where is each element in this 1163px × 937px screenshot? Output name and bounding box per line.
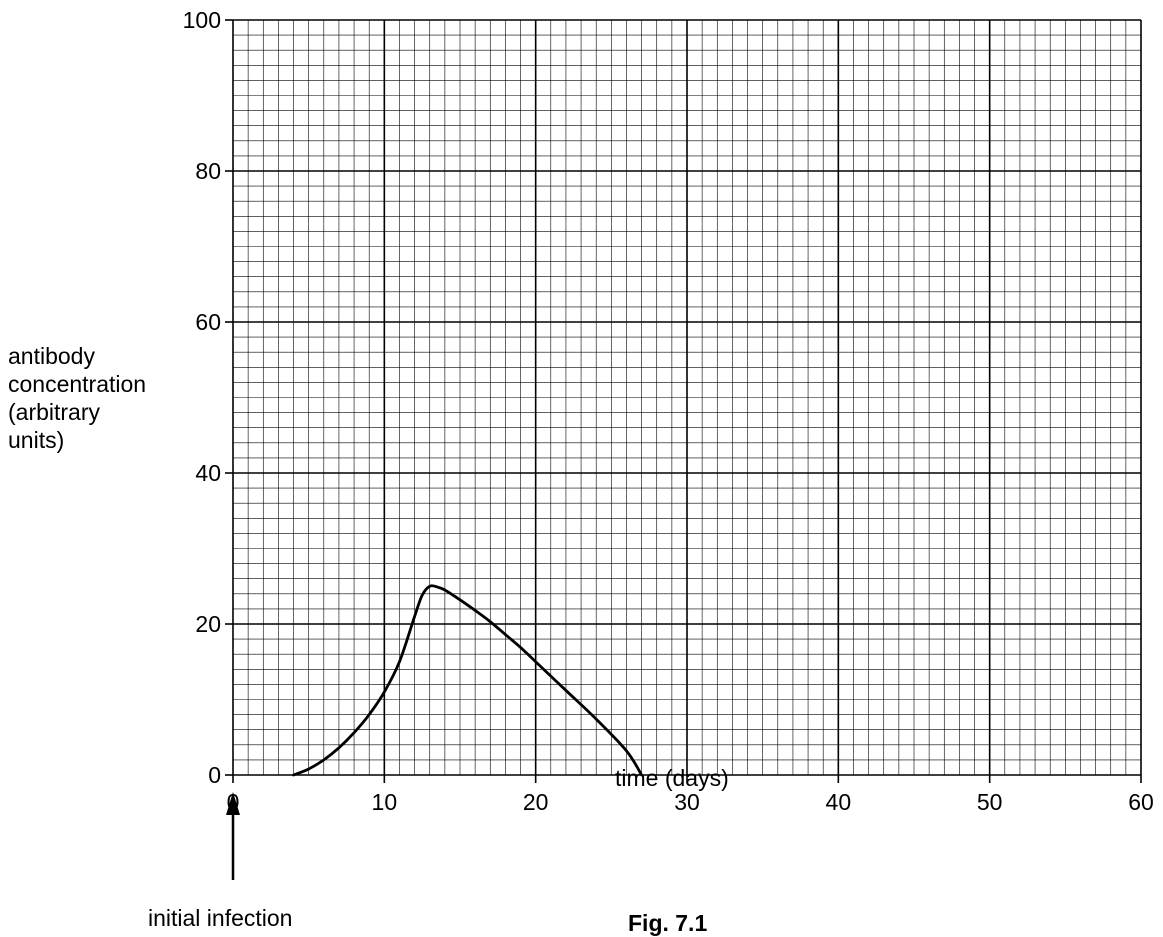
axis-tick-labels: 0102030405060020406080100 [183, 7, 1154, 815]
annotation-arrow-head [226, 792, 240, 815]
x-tick-label: 50 [977, 789, 1003, 815]
x-tick-label: 20 [523, 789, 549, 815]
annotation-label: initial infection [148, 905, 293, 931]
series-line [292, 584, 643, 777]
y-axis-label: antibody concentration (arbitrary units) [8, 342, 146, 454]
series-group [292, 584, 643, 777]
y-axis-label-line: (arbitrary [8, 399, 101, 425]
x-tick-label: 10 [372, 789, 398, 815]
annotation-arrow-group [226, 792, 240, 880]
y-axis-label-line: concentration [8, 371, 147, 397]
y-axis-label-line: antibody [8, 343, 95, 369]
axis-ticks [225, 19, 1142, 783]
x-tick-label: 60 [1128, 789, 1154, 815]
y-tick-label: 60 [195, 309, 221, 335]
x-tick-label: 30 [674, 789, 700, 815]
y-tick-label: 100 [183, 7, 221, 33]
figure-caption: Fig. 7.1 [628, 910, 708, 936]
y-tick-label: 20 [195, 611, 221, 637]
y-tick-label: 40 [195, 460, 221, 486]
y-tick-label: 80 [195, 158, 221, 184]
x-axis-label: time (days) [615, 765, 729, 791]
x-tick-label: 40 [826, 789, 852, 815]
y-axis-label-line: units) [8, 427, 65, 453]
y-tick-label: 0 [208, 762, 221, 788]
